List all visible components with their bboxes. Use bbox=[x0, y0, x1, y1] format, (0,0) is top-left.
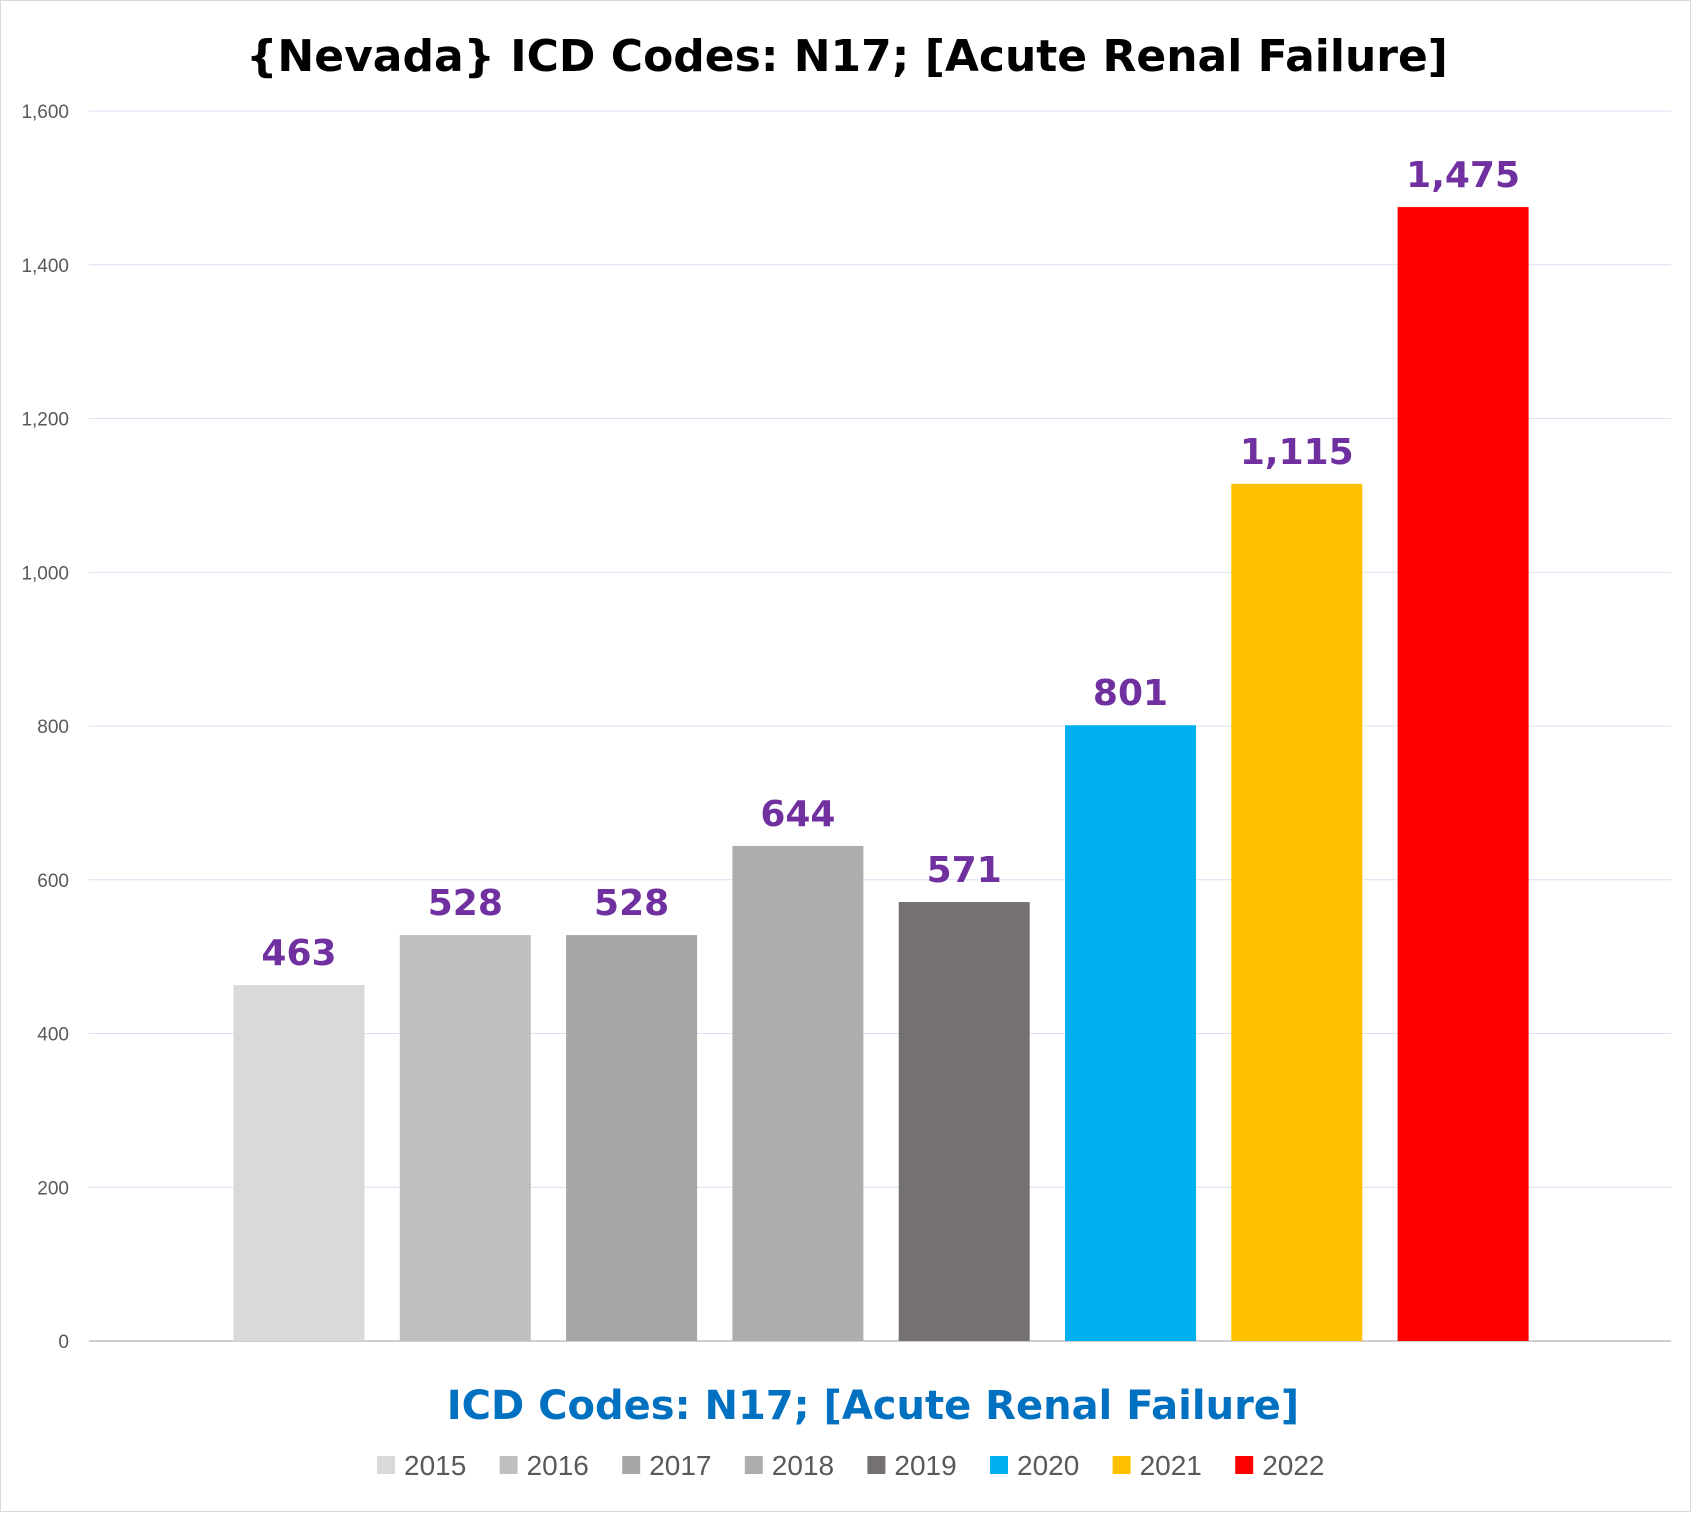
legend-swatch-2020 bbox=[990, 1456, 1008, 1474]
data-label-2017: 528 bbox=[594, 883, 669, 924]
bar-2021 bbox=[1231, 483, 1363, 1341]
bar-2020 bbox=[1065, 725, 1196, 1341]
legend-label-2019: 2019 bbox=[894, 1450, 956, 1481]
legend-swatch-2022 bbox=[1235, 1456, 1254, 1474]
legend-label-2021: 2021 bbox=[1140, 1450, 1202, 1481]
y-tick-label: 600 bbox=[37, 871, 69, 892]
legend-label-2018: 2018 bbox=[772, 1450, 834, 1481]
y-tick-label: 800 bbox=[37, 717, 69, 738]
y-tick-label: 0 bbox=[58, 1332, 69, 1353]
data-label-2020: 801 bbox=[1093, 673, 1168, 714]
data-label-2018: 644 bbox=[760, 794, 835, 835]
y-tick-label: 1,600 bbox=[21, 102, 69, 123]
bar-2018 bbox=[732, 845, 864, 1341]
legend-swatch-2015 bbox=[377, 1456, 395, 1474]
data-label-2015: 463 bbox=[261, 933, 336, 974]
x-axis-title: ICD Codes: N17; [Acute Renal Failure] bbox=[447, 1383, 1299, 1429]
chart-title: {Nevada} ICD Codes: N17; [Acute Renal Fa… bbox=[246, 31, 1448, 82]
legend-swatch-2016 bbox=[499, 1456, 518, 1474]
legend-swatch-2021 bbox=[1112, 1456, 1131, 1474]
data-label-2021: 1,115 bbox=[1240, 432, 1354, 473]
y-tick-label: 1,400 bbox=[21, 256, 69, 277]
data-labels: 463 528 528 644 571 801 1,115 1,475 bbox=[261, 155, 1520, 974]
bar-2016 bbox=[399, 935, 531, 1341]
bar-2015 bbox=[233, 985, 365, 1341]
legend-swatch-2018 bbox=[744, 1456, 763, 1474]
y-tick-label: 1,000 bbox=[21, 563, 69, 584]
data-label-2019: 571 bbox=[927, 850, 1002, 891]
legend-label-2017: 2017 bbox=[649, 1450, 711, 1481]
bar-2022 bbox=[1397, 207, 1529, 1341]
legend-swatch-2017 bbox=[622, 1456, 641, 1474]
bar-2019 bbox=[898, 902, 1030, 1341]
legend-swatch-2019 bbox=[867, 1456, 886, 1474]
y-axis-ticks: 0 200 400 600 800 1,000 1,200 1,400 1,600 bbox=[21, 102, 69, 1353]
legend-label-2015: 2015 bbox=[404, 1450, 466, 1481]
legend-label-2016: 2016 bbox=[527, 1450, 589, 1481]
legend: 2015 2016 2017 2018 2019 2020 2021 2022 bbox=[377, 1450, 1324, 1481]
y-tick-label: 1,200 bbox=[21, 410, 69, 431]
legend-label-2022: 2022 bbox=[1262, 1450, 1324, 1481]
data-label-2016: 528 bbox=[428, 883, 503, 924]
legend-label-2020: 2020 bbox=[1017, 1450, 1079, 1481]
y-tick-label: 200 bbox=[37, 1178, 69, 1199]
bars bbox=[233, 207, 1529, 1341]
data-label-2022: 1,475 bbox=[1406, 155, 1520, 196]
y-tick-label: 400 bbox=[37, 1025, 69, 1046]
bar-2017 bbox=[566, 935, 698, 1341]
